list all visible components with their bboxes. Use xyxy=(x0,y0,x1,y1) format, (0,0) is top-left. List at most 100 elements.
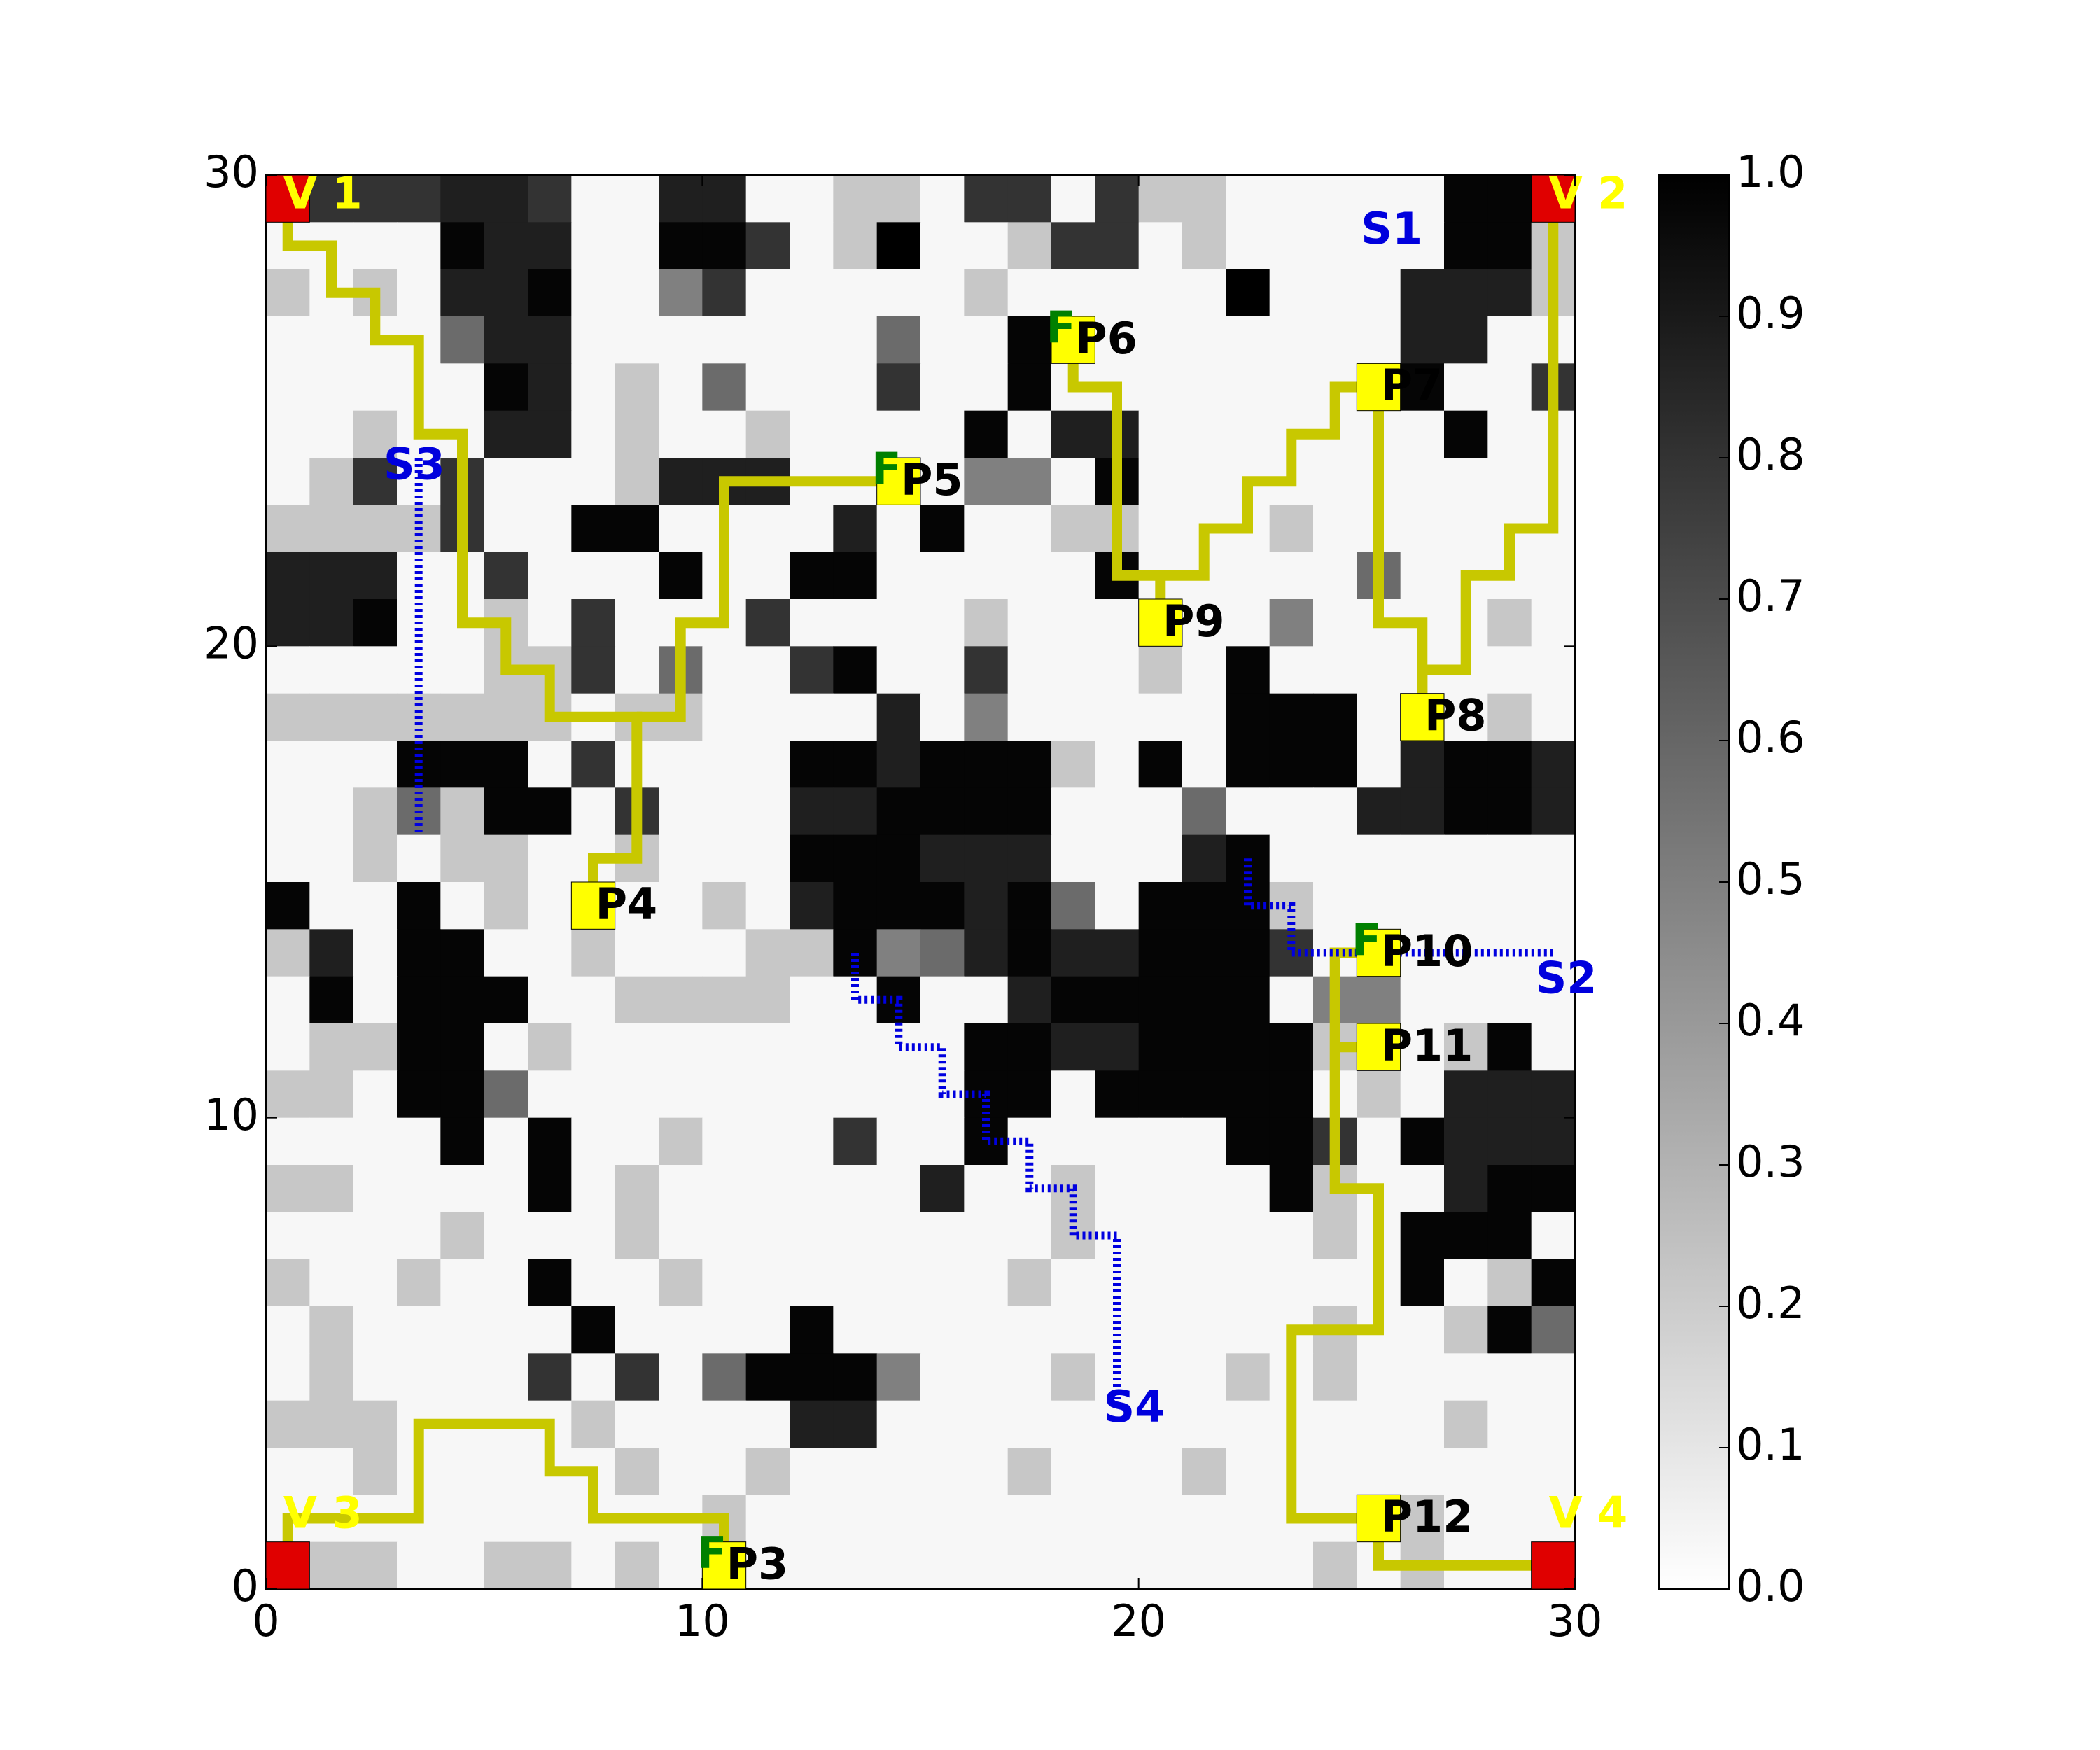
vertex-label: V 3 xyxy=(284,1488,363,1539)
colorbar-tick-label: 0.9 xyxy=(1736,288,1805,339)
heatmap-cell xyxy=(1095,599,1140,647)
point-marker xyxy=(570,881,616,930)
route-line xyxy=(1417,198,1559,718)
heatmap-cell xyxy=(702,1353,747,1401)
heatmap-cell xyxy=(1488,1259,1532,1307)
heatmap-cell xyxy=(309,1306,354,1354)
heatmap-cell xyxy=(1488,1070,1532,1119)
heatmap-cell xyxy=(790,1400,834,1448)
heatmap-cell xyxy=(1007,929,1052,977)
heatmap-cell xyxy=(790,976,834,1024)
heatmap-cell xyxy=(1182,363,1226,412)
heatmap-cell xyxy=(309,1259,354,1307)
heatmap-cell xyxy=(1531,1117,1576,1166)
heatmap-cell xyxy=(615,410,659,458)
heatmap-cell xyxy=(1051,505,1096,553)
heatmap-cell xyxy=(397,1117,441,1166)
heatmap-cell xyxy=(1357,976,1401,1024)
heatmap-cell xyxy=(659,1541,703,1590)
heatmap-cell xyxy=(920,741,965,788)
heatmap-cell xyxy=(1488,1212,1532,1260)
heatmap-cell xyxy=(1226,646,1270,694)
heatmap-cell xyxy=(920,552,965,600)
heatmap-cell xyxy=(1095,693,1140,741)
heatmap-cell xyxy=(440,1259,485,1307)
heatmap-cell xyxy=(746,1165,790,1212)
heatmap-cell xyxy=(1400,1353,1445,1401)
heatmap-cell xyxy=(1007,1353,1052,1401)
heatmap-cell xyxy=(702,363,747,412)
heatmap-cell xyxy=(1400,410,1445,458)
heatmap-cell xyxy=(1488,976,1532,1024)
heatmap-cell xyxy=(1051,1070,1096,1119)
heatmap-cell xyxy=(528,1494,572,1543)
heatmap-cell xyxy=(440,269,485,317)
heatmap-cell xyxy=(484,1494,528,1543)
heatmap-cell xyxy=(1269,788,1314,836)
heatmap-cell xyxy=(833,788,878,836)
heatmap-cell xyxy=(1182,929,1226,977)
heatmap-cell xyxy=(1444,693,1488,741)
heatmap-cell xyxy=(615,175,659,223)
heatmap-cell xyxy=(833,552,878,600)
heatmap-cell xyxy=(790,222,834,270)
heatmap-cell xyxy=(1226,552,1270,600)
heatmap-cell xyxy=(1226,1070,1270,1119)
heatmap-cell xyxy=(484,1117,528,1166)
heatmap-cell xyxy=(876,410,921,458)
heatmap-cell xyxy=(571,1212,616,1260)
heatmap-cell xyxy=(528,834,572,883)
heatmap-cell xyxy=(659,175,703,223)
heatmap-cell xyxy=(876,1541,921,1590)
heatmap-cell xyxy=(920,1494,965,1543)
heatmap-cell xyxy=(1051,1259,1096,1307)
heatmap-cell xyxy=(1531,1400,1576,1448)
heatmap-cell xyxy=(1051,1494,1096,1543)
heatmap-cell xyxy=(353,693,398,741)
heatmap-cell xyxy=(964,458,1009,505)
heatmap-cell xyxy=(1182,1306,1226,1354)
heatmap-cell xyxy=(1007,458,1052,505)
heatmap-cell xyxy=(353,1259,398,1307)
heatmap-cell xyxy=(659,976,703,1024)
heatmap-cell xyxy=(876,1400,921,1448)
heatmap-cell xyxy=(920,646,965,694)
heatmap-cell xyxy=(920,363,965,412)
heatmap-cell xyxy=(1138,1070,1183,1119)
heatmap-cell xyxy=(659,788,703,836)
heatmap-cell xyxy=(484,1023,528,1071)
heatmap-cell xyxy=(309,1070,354,1119)
heatmap-cell xyxy=(876,1494,921,1543)
heatmap-cell xyxy=(1182,976,1226,1024)
heatmap-cell xyxy=(397,1165,441,1212)
heatmap-cell xyxy=(1400,741,1445,788)
heatmap-cell xyxy=(790,505,834,553)
heatmap-cell xyxy=(1226,1494,1270,1543)
heatmap-cell xyxy=(615,458,659,505)
heatmap-cell xyxy=(484,976,528,1024)
heatmap-cell xyxy=(309,316,354,364)
heatmap-cell xyxy=(876,1117,921,1166)
heatmap-cell xyxy=(1400,222,1445,270)
heatmap-cell xyxy=(615,1023,659,1071)
heatmap-cell xyxy=(702,1306,747,1354)
heatmap-cell xyxy=(920,1353,965,1401)
heatmap-cell xyxy=(528,410,572,458)
heatmap-cell xyxy=(659,269,703,317)
heatmap-cell xyxy=(309,1400,354,1448)
heatmap-cell xyxy=(484,175,528,223)
heatmap-cell xyxy=(353,1400,398,1448)
heatmap-cell xyxy=(876,269,921,317)
heatmap-cell xyxy=(833,505,878,553)
heatmap-cell xyxy=(484,882,528,930)
heatmap-cell xyxy=(484,1165,528,1212)
heatmap-cell xyxy=(1182,410,1226,458)
heatmap-cell xyxy=(964,1023,1009,1071)
heatmap-cell xyxy=(1007,269,1052,317)
heatmap-cell xyxy=(1138,363,1183,412)
point-flag: F xyxy=(872,443,901,494)
heatmap-cell xyxy=(746,1353,790,1401)
heatmap-cell xyxy=(615,1070,659,1119)
heatmap-cell xyxy=(1400,882,1445,930)
heatmap-cell xyxy=(1531,552,1576,600)
